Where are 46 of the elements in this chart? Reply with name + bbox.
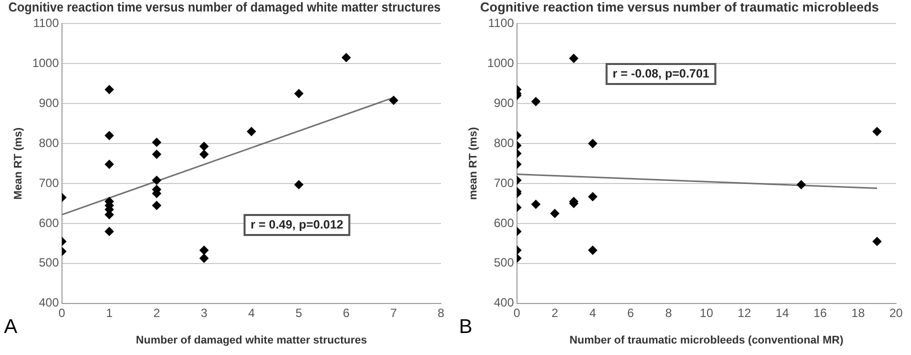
x-tick-label: 5 [295, 306, 302, 320]
x-tick-label: 0 [58, 306, 66, 320]
y-axis-title: Mean RT (ms) [12, 127, 25, 200]
y-tick-label: 1000 [487, 56, 514, 70]
x-tick-label: 7 [390, 306, 398, 320]
y-tick-label: 900 [494, 96, 514, 110]
x-tick-label: 8 [665, 306, 672, 320]
x-tick-label: 18 [851, 306, 866, 320]
chart-title: Cognitive reaction time versus number of damaged white matter structures [8, 0, 441, 14]
x-tick-label: 12 [738, 306, 752, 320]
x-tick-label: 0 [514, 306, 521, 320]
y-tick-label: 600 [494, 216, 514, 230]
y-tick-label: 1000 [32, 56, 60, 70]
annotation: r = -0.08, p=0.701 [612, 66, 710, 80]
y-tick-label: 800 [38, 136, 60, 150]
annotation: r = 0.49, p=0.012 [250, 217, 344, 232]
x-axis-title: Number of damaged white matter structures [136, 334, 367, 346]
x-axis-title: Number of traumatic microbleeds (conventional MR) [570, 334, 844, 346]
y-tick-label: 600 [38, 216, 60, 230]
x-tick-label: 6 [342, 306, 350, 320]
y-tick-label: 1100 [33, 16, 60, 30]
x-tick-label: 4 [248, 306, 256, 320]
y-tick-label: 1100 [488, 16, 514, 30]
x-tick-label: 8 [438, 306, 445, 320]
x-tick-label: 6 [627, 306, 634, 320]
y-tick-label: 700 [38, 176, 60, 190]
y-tick-label: 700 [494, 176, 514, 190]
text: A [4, 316, 18, 339]
x-tick-label: 2 [153, 306, 160, 320]
x-tick-label: 10 [700, 306, 714, 320]
x-tick-label: 14 [776, 306, 790, 320]
x-tick-label: 4 [589, 306, 596, 320]
y-tick-label: 500 [38, 256, 60, 270]
x-tick-label: 3 [200, 306, 208, 320]
y-tick-label: 900 [38, 96, 60, 110]
x-tick-label: 16 [814, 306, 828, 320]
text: B [459, 316, 472, 339]
y-axis-title: mean RT (ms) [468, 126, 480, 200]
y-tick-label: 400 [494, 296, 514, 310]
y-tick-label: 800 [494, 136, 514, 150]
y-tick-label: 500 [494, 256, 514, 270]
chart-title: Cognitive reaction time versus number of traumatic microbleeds [480, 0, 879, 14]
x-tick-label: 1 [106, 306, 113, 320]
x-tick-label: 20 [889, 306, 903, 320]
y-tick-label: 400 [38, 296, 60, 310]
x-tick-label: 2 [551, 306, 558, 320]
